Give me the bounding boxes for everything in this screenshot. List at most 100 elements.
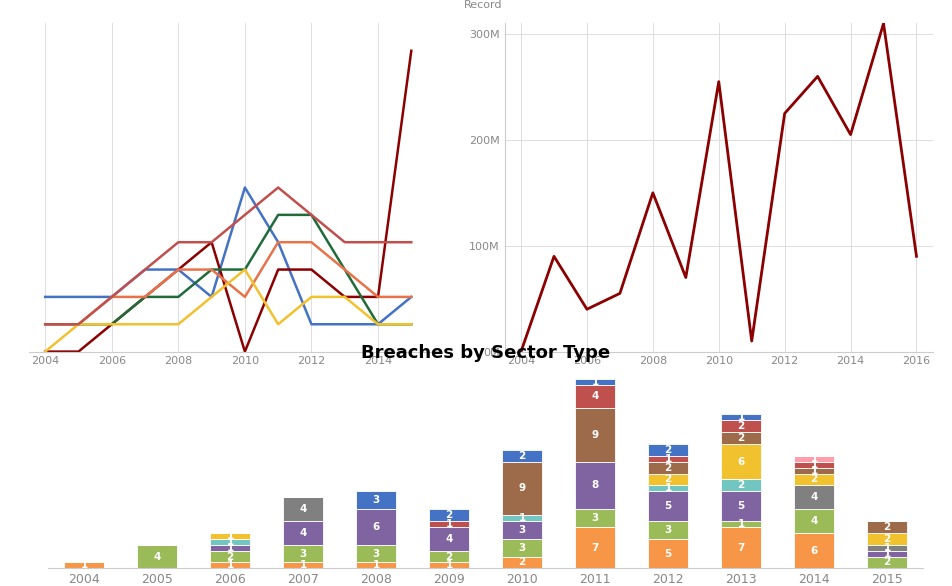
Text: 2: 2 [883, 534, 890, 544]
Text: 6: 6 [372, 522, 380, 532]
Text: 3: 3 [372, 548, 380, 558]
Text: 4: 4 [446, 534, 453, 544]
Text: 1: 1 [810, 454, 818, 464]
Bar [721, 444, 761, 479]
Text: 1: 1 [810, 466, 818, 476]
Bar [867, 521, 907, 533]
Text: 3: 3 [591, 513, 599, 523]
Bar [502, 557, 542, 568]
Text: 3: 3 [300, 548, 307, 558]
Text: 2: 2 [519, 557, 526, 567]
Bar [429, 527, 469, 551]
Bar [794, 468, 834, 473]
Bar [502, 462, 542, 515]
Text: 2: 2 [738, 433, 744, 443]
Bar [283, 563, 323, 568]
Bar [648, 473, 688, 485]
Text: 8: 8 [591, 481, 599, 490]
Text: 2: 2 [883, 557, 890, 567]
Text: 1: 1 [738, 412, 744, 422]
Text: 1: 1 [738, 519, 744, 529]
Bar [721, 420, 761, 432]
Bar [721, 432, 761, 444]
Bar [648, 491, 688, 521]
Bar [210, 545, 250, 551]
Bar [721, 491, 761, 521]
X-axis label: Year: Year [220, 372, 247, 385]
Text: 3: 3 [519, 525, 526, 535]
Text: 1: 1 [446, 560, 452, 570]
Bar [794, 462, 834, 468]
Text: 2: 2 [446, 510, 452, 520]
Text: 1: 1 [810, 459, 818, 469]
Bar [210, 533, 250, 539]
Bar [210, 563, 250, 568]
Bar [867, 557, 907, 568]
Text: 1: 1 [664, 454, 671, 464]
Text: 7: 7 [737, 543, 744, 553]
Bar [575, 462, 615, 509]
Text: 3: 3 [664, 525, 671, 535]
Y-axis label: Record: Record [464, 1, 503, 11]
Bar [283, 521, 323, 545]
Bar [502, 539, 542, 557]
Bar [721, 479, 761, 491]
Text: 1: 1 [372, 560, 380, 570]
Title: Breaches by Sector Type: Breaches by Sector Type [361, 344, 610, 362]
Text: 2: 2 [664, 475, 671, 485]
Text: 2: 2 [810, 475, 818, 485]
Text: 1: 1 [227, 543, 233, 553]
Text: 2: 2 [227, 551, 233, 561]
Bar [502, 450, 542, 462]
Text: 1: 1 [883, 548, 890, 558]
Bar [794, 473, 834, 485]
Text: 3: 3 [372, 495, 380, 505]
Text: 2: 2 [664, 445, 671, 455]
Text: 2: 2 [738, 421, 744, 431]
Bar [429, 521, 469, 527]
Text: 2: 2 [738, 481, 744, 490]
Bar [794, 533, 834, 568]
Text: 9: 9 [591, 430, 599, 440]
Bar [721, 521, 761, 527]
Bar [575, 527, 615, 568]
Text: 1: 1 [883, 543, 890, 553]
Bar [502, 521, 542, 539]
Text: 2: 2 [883, 522, 890, 532]
Text: 6: 6 [738, 456, 744, 466]
Bar [648, 485, 688, 491]
Text: 9: 9 [519, 483, 526, 493]
Bar [356, 545, 396, 563]
Text: 4: 4 [810, 492, 818, 502]
Bar [648, 456, 688, 462]
Bar [356, 491, 396, 509]
Text: 1: 1 [519, 513, 526, 523]
Text: 4: 4 [299, 504, 307, 514]
Bar [867, 551, 907, 557]
X-axis label: Year: Year [705, 372, 732, 385]
Bar [502, 515, 542, 521]
Text: 4: 4 [810, 516, 818, 526]
Text: 2: 2 [664, 462, 671, 473]
Text: 5: 5 [738, 501, 744, 511]
Bar [429, 551, 469, 563]
Bar [794, 456, 834, 462]
Bar [575, 384, 615, 408]
Bar [575, 379, 615, 384]
Bar [648, 444, 688, 456]
Text: 5: 5 [664, 501, 671, 511]
Bar [867, 545, 907, 551]
Bar [356, 563, 396, 568]
Text: 4: 4 [591, 391, 599, 401]
Text: 1: 1 [446, 519, 452, 529]
Text: 1: 1 [227, 531, 233, 541]
Bar [137, 545, 177, 568]
Text: 1: 1 [81, 560, 88, 570]
Text: 7: 7 [591, 543, 599, 553]
Bar [721, 527, 761, 568]
Text: 5: 5 [664, 548, 671, 558]
Bar [210, 539, 250, 545]
Bar [648, 521, 688, 539]
Text: 1: 1 [591, 377, 599, 387]
Bar [867, 533, 907, 545]
